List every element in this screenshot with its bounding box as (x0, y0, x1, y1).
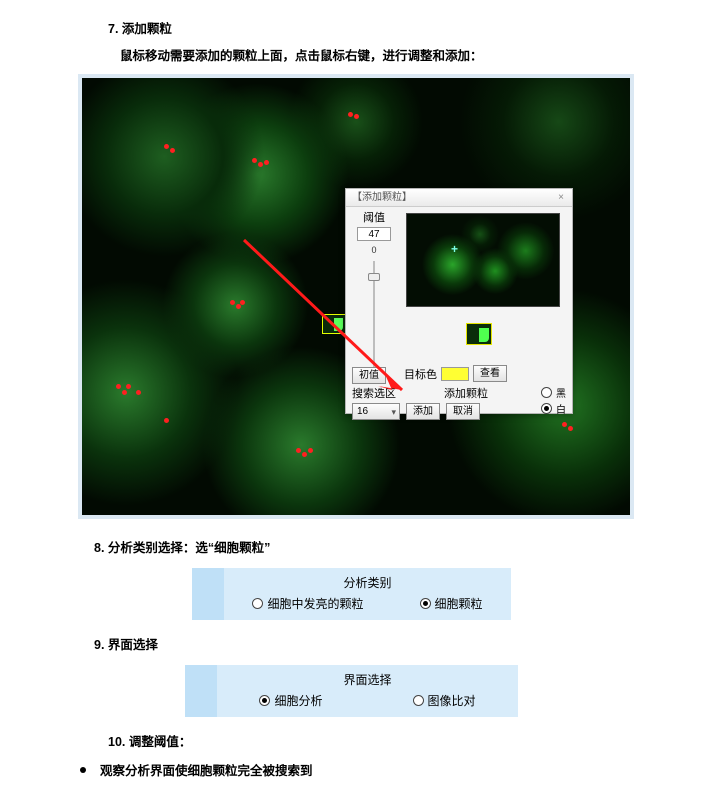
radio-white[interactable]: 白 (541, 401, 566, 416)
target-color-label: 目标色 (404, 366, 437, 382)
close-icon[interactable]: × (550, 189, 572, 207)
threshold-label: 阈值 (352, 209, 396, 225)
bullet-text: 观察分析界面使细胞颗粒完全被搜索到 (100, 760, 313, 779)
heading-9: 9. 界面选择 (94, 634, 703, 653)
add-particle-label: 添加颗粒 (444, 385, 488, 401)
preview-pane: + (406, 213, 560, 307)
radio-cell-label: 细胞颗粒 (435, 595, 483, 612)
heading-7: 7. 添加颗粒 (108, 18, 703, 37)
radio-image-compare[interactable]: 图像比对 (413, 692, 476, 709)
detected-particle-marker (116, 384, 121, 389)
detected-particle-marker (354, 114, 359, 119)
dialog-title-text: 【添加颗粒】 (352, 189, 412, 207)
heading-10: 10. 调整阈值： (108, 731, 703, 750)
range-min: 0 (352, 245, 396, 255)
detected-particle-marker (258, 162, 263, 167)
microscopy-screenshot: 【添加颗粒】 × 阈值 47 0 255 初值 + (78, 74, 634, 519)
detected-particle-marker (170, 148, 175, 153)
target-color-swatch[interactable] (441, 367, 469, 381)
analysis-category-panel: 分析类别 细胞中发亮的颗粒 细胞颗粒 (192, 568, 510, 620)
crosshair-icon: + (451, 242, 458, 256)
search-size-select[interactable]: 16 (352, 403, 400, 420)
sample-swatch (466, 323, 492, 345)
radio-black-label: 黑 (556, 385, 566, 400)
detected-particle-marker (348, 112, 353, 117)
threshold-value[interactable]: 47 (357, 227, 391, 241)
bullet-icon (80, 767, 86, 773)
detected-particle-marker (236, 304, 241, 309)
search-area-label: 搜索选区 (352, 385, 396, 401)
dialog-titlebar: 【添加颗粒】 × (346, 189, 572, 207)
detected-particle-marker (302, 452, 307, 457)
detected-particle-marker (296, 448, 301, 453)
detected-particle-marker (126, 384, 131, 389)
interface-select-panel: 界面选择 细胞分析 图像比对 (185, 665, 517, 717)
detected-particle-marker (122, 390, 127, 395)
radio-black[interactable]: 黑 (541, 385, 566, 400)
bullet-observe: 观察分析界面使细胞颗粒完全被搜索到 (80, 760, 703, 779)
detected-particle-marker (264, 160, 269, 165)
radio-cell-particles[interactable]: 细胞颗粒 (420, 595, 483, 612)
radio-cell-analysis-label: 细胞分析 (274, 692, 322, 709)
radio-bright-particles[interactable]: 细胞中发亮的颗粒 (252, 595, 363, 612)
interface-select-title: 界面选择 (259, 671, 475, 688)
selection-rectangle (322, 314, 346, 334)
detected-particle-marker (252, 158, 257, 163)
microscopy-image: 【添加颗粒】 × 阈值 47 0 255 初值 + (82, 78, 630, 515)
heading-8: 8. 分析类别选择：选“细胞颗粒” (94, 537, 703, 556)
threshold-slider[interactable] (371, 261, 377, 373)
radio-cell-analysis[interactable]: 细胞分析 (259, 692, 322, 709)
detected-particle-marker (164, 144, 169, 149)
view-button[interactable]: 查看 (473, 365, 507, 382)
radio-bright-label: 细胞中发亮的颗粒 (267, 595, 363, 612)
add-particle-dialog: 【添加颗粒】 × 阈值 47 0 255 初值 + (345, 188, 573, 414)
add-button[interactable]: 添加 (406, 403, 440, 420)
detected-particle-marker (308, 448, 313, 453)
detected-particle-marker (136, 390, 141, 395)
detected-particle-marker (230, 300, 235, 305)
radio-image-compare-label: 图像比对 (428, 692, 476, 709)
selection-shape (334, 318, 343, 331)
radio-white-label: 白 (556, 401, 566, 416)
detected-particle-marker (568, 426, 573, 431)
analysis-category-title: 分析类别 (252, 574, 482, 591)
cancel-button[interactable]: 取消 (446, 403, 480, 420)
subtext-7: 鼠标移动需要添加的颗粒上面，点击鼠标右键，进行调整和添加： (120, 45, 703, 64)
detected-particle-marker (240, 300, 245, 305)
init-button[interactable]: 初值 (352, 367, 386, 384)
detected-particle-marker (164, 418, 169, 423)
detected-particle-marker (562, 422, 567, 427)
